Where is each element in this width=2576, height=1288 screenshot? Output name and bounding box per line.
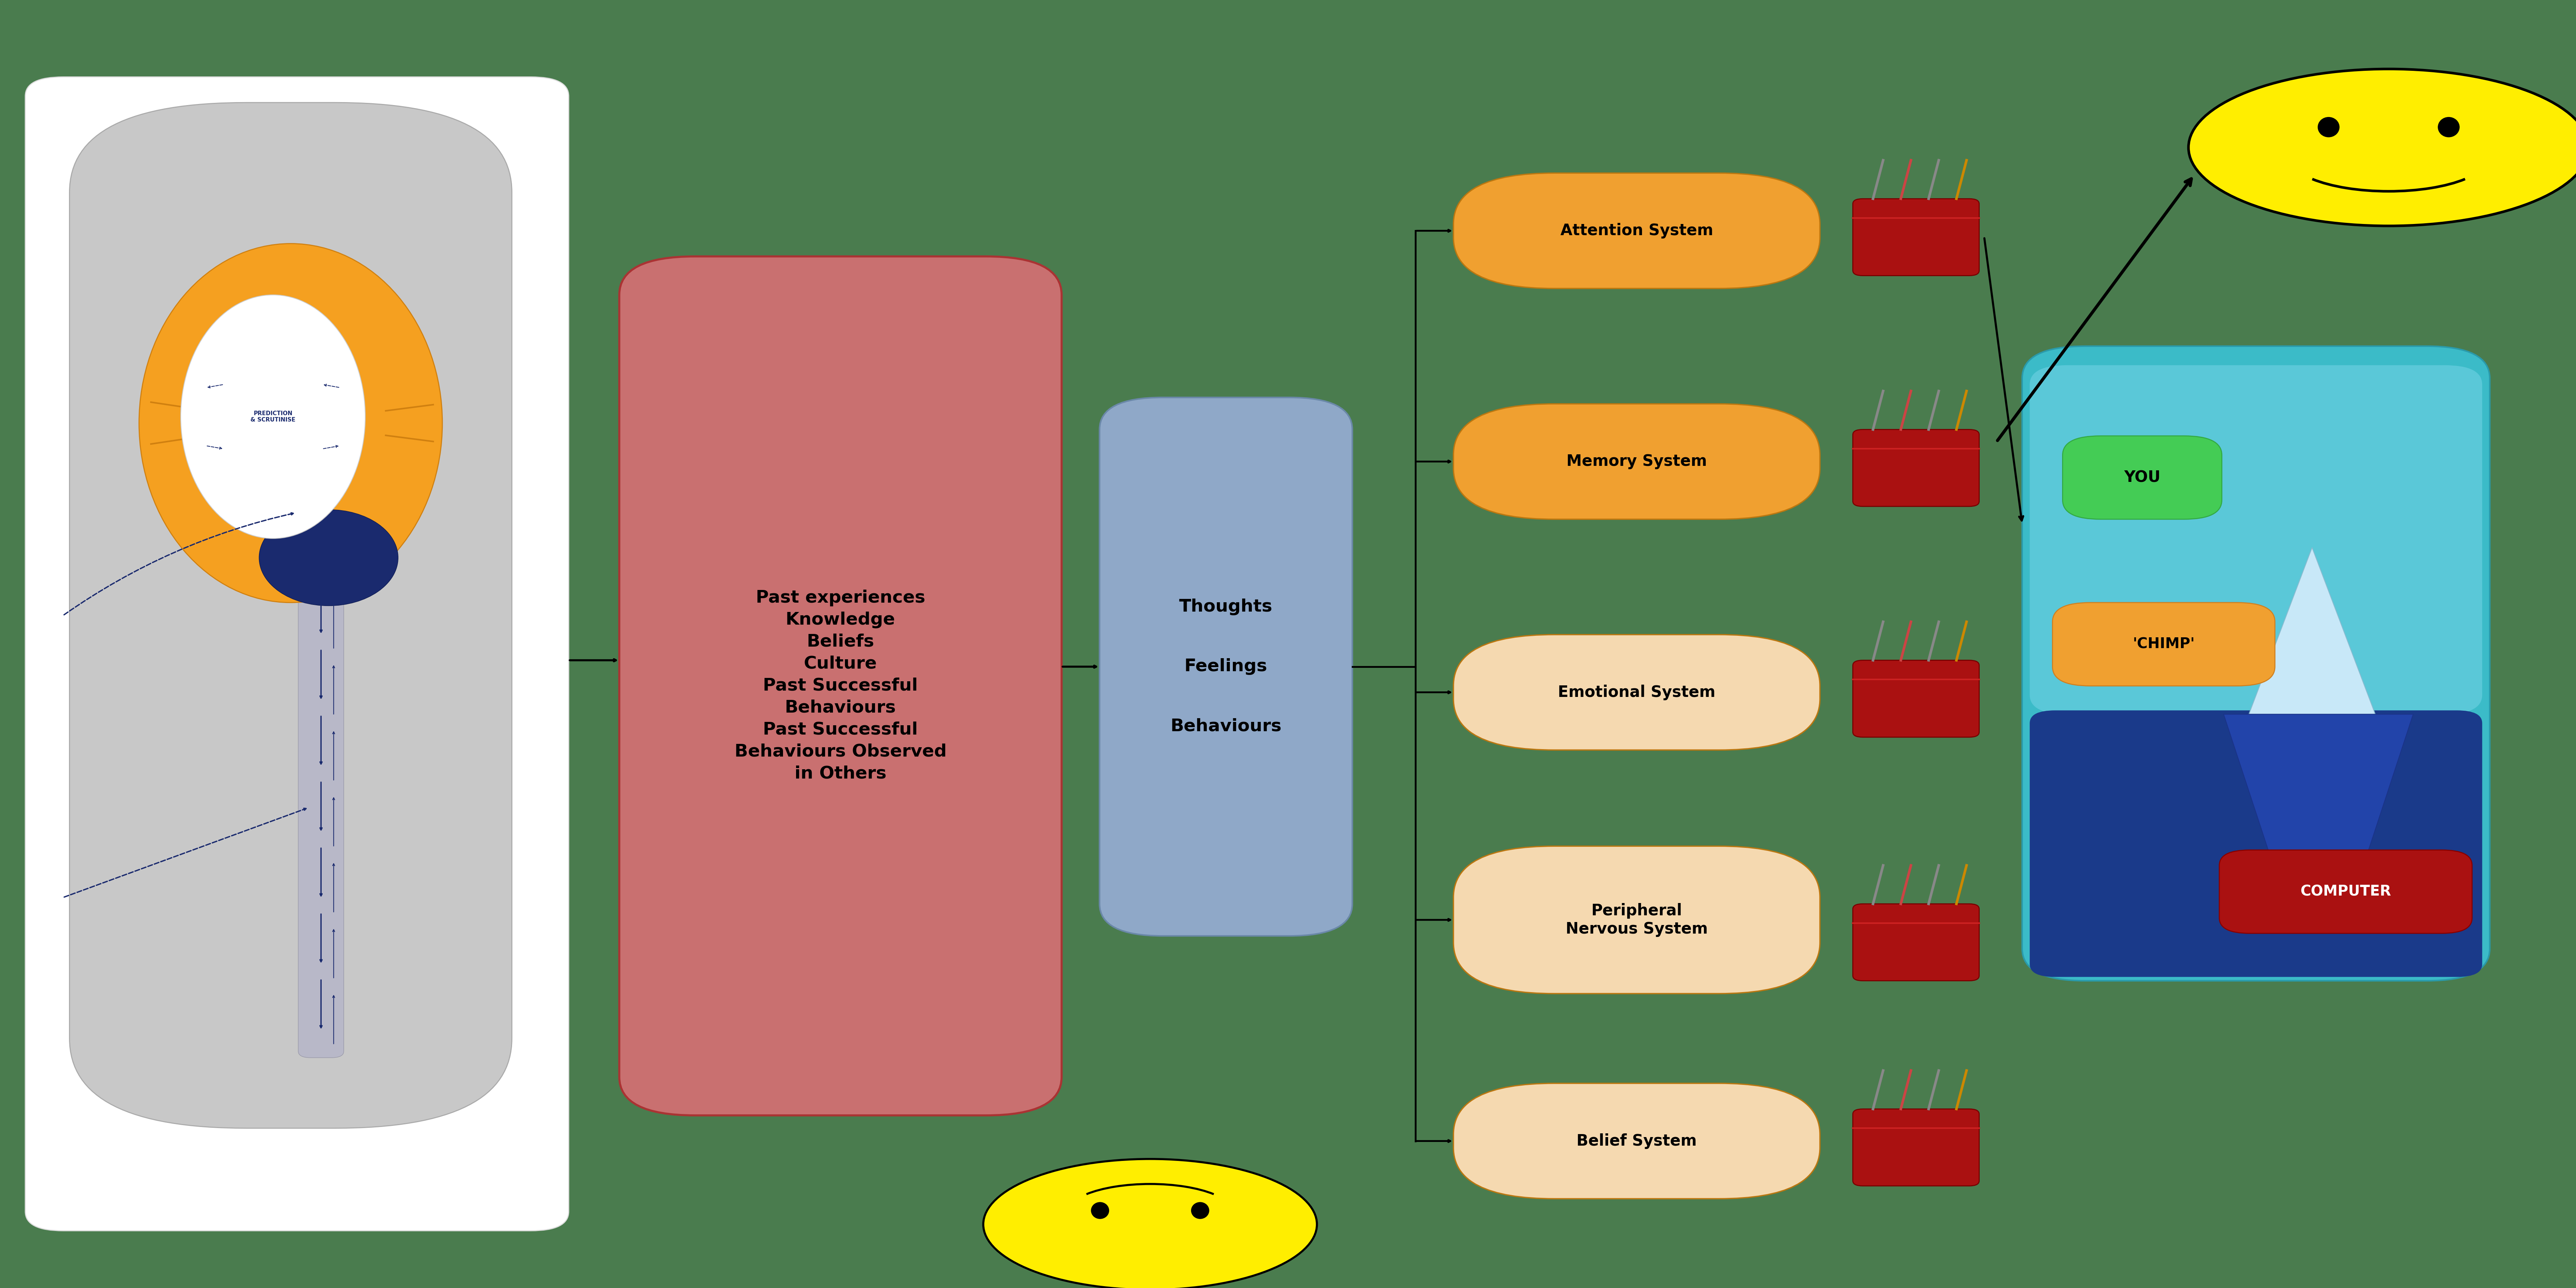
FancyBboxPatch shape: [1453, 404, 1819, 519]
FancyBboxPatch shape: [1453, 635, 1819, 750]
Text: 'CHIMP': 'CHIMP': [2133, 638, 2195, 652]
Text: Belief System: Belief System: [1577, 1133, 1698, 1149]
Text: Emotional System: Emotional System: [1558, 684, 1716, 701]
Text: Thoughts

Feelings

Behaviours: Thoughts Feelings Behaviours: [1170, 599, 1280, 734]
FancyBboxPatch shape: [26, 77, 569, 1231]
Text: Peripheral
Nervous System: Peripheral Nervous System: [1566, 903, 1708, 936]
Ellipse shape: [139, 243, 443, 603]
Ellipse shape: [1190, 1202, 1208, 1218]
FancyBboxPatch shape: [618, 256, 1061, 1115]
Ellipse shape: [1092, 1202, 1110, 1218]
Ellipse shape: [2190, 70, 2576, 225]
FancyBboxPatch shape: [2221, 850, 2473, 934]
Ellipse shape: [180, 295, 366, 538]
FancyBboxPatch shape: [1852, 904, 1978, 980]
Ellipse shape: [2437, 117, 2460, 138]
FancyBboxPatch shape: [1852, 429, 1978, 506]
FancyBboxPatch shape: [1852, 661, 1978, 737]
Text: YOU: YOU: [2125, 470, 2161, 486]
FancyBboxPatch shape: [1453, 173, 1819, 289]
Text: PREDICTION
& SCRUTINISE: PREDICTION & SCRUTINISE: [250, 411, 296, 422]
Ellipse shape: [984, 1159, 1316, 1288]
FancyBboxPatch shape: [2022, 346, 2491, 980]
Ellipse shape: [2318, 117, 2339, 138]
Polygon shape: [2249, 547, 2375, 715]
FancyBboxPatch shape: [1852, 1109, 1978, 1186]
FancyBboxPatch shape: [299, 571, 343, 1057]
FancyBboxPatch shape: [1453, 846, 1819, 993]
FancyBboxPatch shape: [1453, 1083, 1819, 1199]
FancyBboxPatch shape: [2030, 366, 2483, 715]
Text: Memory System: Memory System: [1566, 453, 1708, 469]
Text: Attention System: Attention System: [1561, 223, 1713, 238]
FancyBboxPatch shape: [2063, 435, 2223, 519]
Polygon shape: [2223, 715, 2414, 868]
Text: COMPUTER: COMPUTER: [2300, 885, 2391, 899]
FancyBboxPatch shape: [1100, 398, 1352, 936]
FancyBboxPatch shape: [70, 103, 513, 1128]
Text: Past experiences
Knowledge
Beliefs
Culture
Past Successful
Behaviours
Past Succe: Past experiences Knowledge Beliefs Cultu…: [734, 590, 945, 782]
FancyBboxPatch shape: [2053, 603, 2275, 687]
Ellipse shape: [260, 510, 399, 605]
FancyBboxPatch shape: [2030, 711, 2483, 976]
FancyBboxPatch shape: [1852, 198, 1978, 276]
